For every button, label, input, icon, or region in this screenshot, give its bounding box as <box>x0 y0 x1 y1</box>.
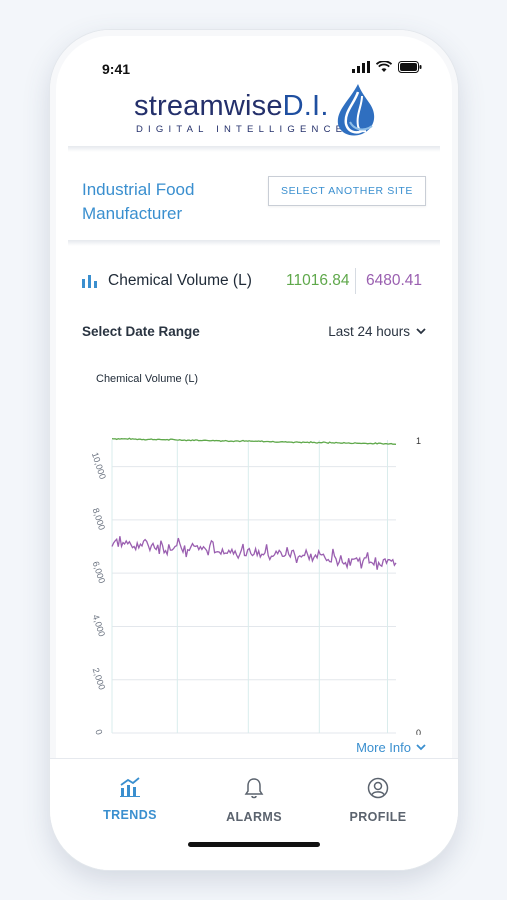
select-site-button[interactable]: SELECT ANOTHER SITE <box>268 176 426 206</box>
home-indicator <box>188 842 320 847</box>
metric-value-primary: 11016.84 <box>286 272 350 289</box>
brand-logo: streamwiseD.I. DIGITAL INTELLIGENCE <box>130 82 390 138</box>
brand-tagline: DIGITAL INTELLIGENCE <box>136 124 348 135</box>
chart-card: Chemical Volume (L) 0 2,000 4,000 6,000 8,00… <box>68 355 440 735</box>
battery-icon <box>398 61 422 73</box>
metric-row: Chemical Volume (L) 11016.84 6480.41 <box>68 262 440 302</box>
bell-icon <box>244 778 264 799</box>
tab-profile-label: PROFILE <box>349 810 407 824</box>
signal-icon <box>352 61 370 73</box>
tab-profile[interactable]: PROFILE <box>328 777 428 824</box>
series-line <box>111 437 397 445</box>
status-time: 9:41 <box>102 61 131 77</box>
profile-icon <box>367 777 389 799</box>
date-range-row: Select Date Range Last 24 hours <box>68 320 440 350</box>
y-tick-label: 10,000 <box>90 451 108 480</box>
tab-bar: TRENDS ALARMS PROFILE <box>50 758 458 870</box>
series-line <box>111 536 397 570</box>
site-card: Industrial Food Manufacturer SELECT ANOT… <box>68 154 440 240</box>
metric-separator <box>355 268 356 294</box>
site-divider <box>68 240 440 246</box>
y-tick-label: 0 <box>93 728 104 735</box>
date-range-select[interactable]: Last 24 hours <box>328 324 426 339</box>
right-tick-label: 1 <box>416 436 421 446</box>
tab-alarms-label: ALARMS <box>226 810 282 824</box>
chart-icon <box>120 777 140 797</box>
right-tick-label: 0 <box>416 728 421 735</box>
chevron-down-icon <box>416 328 426 335</box>
chart-title: Chemical Volume (L) <box>96 373 199 385</box>
date-range-label: Select Date Range <box>82 324 200 339</box>
more-info-label: More Info <box>356 740 411 755</box>
status-icons <box>352 61 422 73</box>
water-drop-icon <box>337 84 375 136</box>
brand-name: streamwise <box>134 90 283 122</box>
wifi-icon <box>376 61 392 72</box>
brand-suffix: D.I. <box>282 90 329 122</box>
y-tick-label: 4,000 <box>91 613 107 638</box>
date-range-value: Last 24 hours <box>328 324 410 339</box>
y-tick-label: 8,000 <box>91 507 107 532</box>
chevron-down-icon <box>416 744 426 751</box>
status-bar: 9:41 <box>50 30 458 90</box>
bar-chart-icon <box>82 275 97 288</box>
tab-alarms[interactable]: ALARMS <box>204 777 304 824</box>
header-divider <box>68 146 440 152</box>
phone-frame: 9:41 streamwiseD.I. DIGITAL INTELLIGENCE <box>50 30 458 870</box>
y-tick-label: 6,000 <box>91 560 107 585</box>
metric-title: Chemical Volume (L) <box>108 272 252 289</box>
site-name: Industrial Food Manufacturer <box>82 180 195 223</box>
tab-trends[interactable]: TRENDS <box>80 777 180 822</box>
more-info-link[interactable]: More Info <box>356 740 426 755</box>
metric-value-secondary: 6480.41 <box>366 272 423 289</box>
y-tick-label: 2,000 <box>91 667 107 692</box>
tab-trends-label: TRENDS <box>103 808 157 822</box>
